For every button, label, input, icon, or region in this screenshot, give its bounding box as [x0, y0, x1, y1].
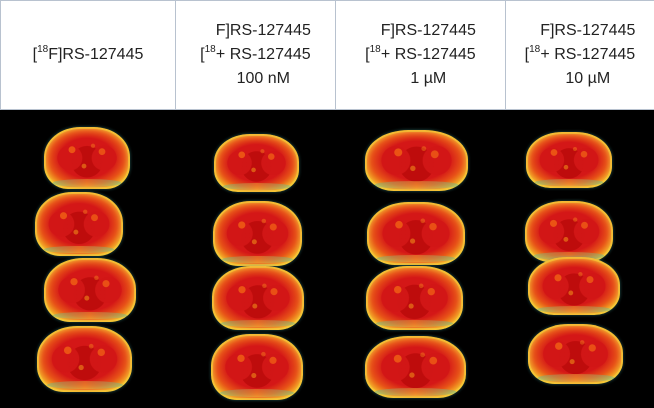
brain-slice-image [35, 192, 123, 256]
column-header-1um: [18 F]RS-127445 + RS-127445 1 µM [336, 1, 506, 110]
column-header-row: [18 F]RS-127445 [18 F]RS-127445 + RS-12744… [0, 0, 654, 110]
column-header-100nm-label: F]RS-127445 + RS-127445 100 nM [215, 22, 311, 87]
autoradiography-image-panel [0, 110, 654, 408]
column-header-1um-prefix: [ [365, 46, 370, 63]
brain-slice-image [44, 127, 130, 189]
brain-slice-image [526, 132, 612, 188]
brain-slice-image [528, 257, 620, 315]
column-header-10um-prefix: [ [524, 46, 530, 63]
brain-slice-image [212, 266, 304, 330]
brain-slice-image [37, 326, 132, 392]
brain-slice-image [365, 336, 466, 398]
column-header-100nm-prefix: [ [200, 46, 205, 63]
column-header-baseline-label: F]RS-127445 [48, 46, 144, 63]
brain-slice-image [366, 266, 463, 330]
column-header-1um-label: F]RS-127445 + RS-127445 1 µM [380, 22, 476, 87]
brain-slice-image [211, 334, 303, 400]
brain-slice-image [365, 130, 468, 191]
column-header-baseline: [18 F]RS-127445 [1, 1, 176, 110]
column-header-baseline-prefix: [ [32, 46, 38, 63]
brain-slice-image [213, 201, 302, 266]
brain-slice-image [528, 324, 623, 384]
brain-slice-image [525, 201, 613, 262]
brain-slice-image [367, 202, 465, 265]
column-header-100nm: [18 F]RS-127445 + RS-127445 100 nM [176, 1, 336, 110]
column-header-10um-label: F]RS-127445 + RS-127445 10 µM [540, 22, 636, 87]
brain-slice-image [44, 258, 136, 322]
brain-slice-image [214, 134, 299, 192]
column-header-10um: [18 F]RS-127445 + RS-127445 10 µM [506, 1, 654, 110]
